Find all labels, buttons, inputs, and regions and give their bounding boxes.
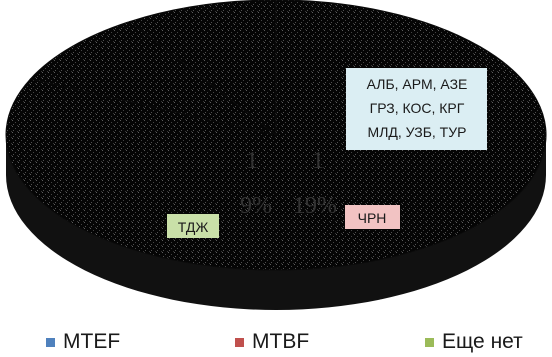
legend-swatch-mtbf [235, 337, 244, 347]
annotation-box-mtef [346, 68, 487, 150]
legend-label-mtef: MTEF [63, 330, 121, 353]
pie-slices [5, 0, 547, 271]
pie-slice-еще-нет [128, 0, 277, 137]
legend-swatch-eshche-net [425, 337, 434, 347]
pie-side-wall [6, 135, 546, 310]
legend-swatch-mtef [46, 337, 55, 347]
legend-item-eshche-net: Еще нет [425, 330, 523, 354]
percent-label-1: 19% [293, 193, 337, 219]
annotation-eshche-net: ТДЖ [178, 219, 209, 235]
annotation-mtbf: ЧРН [358, 210, 387, 226]
chart-legend: MTEF MTBF Еще нет [0, 330, 552, 357]
pie-chart: 19%119%АЛБ, АРМ, АЗЕ ГРЗ, КОС, КРГ МЛД, УЗ… [5, 0, 547, 310]
annotation-box-eshche-net [167, 214, 219, 238]
annotation-mtef: АЛБ, АРМ, АЗЕ ГРЗ, КОС, КРГ МЛД, УЗБ, ТУР [367, 76, 468, 140]
pie-slice-mtbf [29, 20, 277, 136]
pie-3d-body [6, 135, 546, 310]
value-label-1: 1 [312, 148, 324, 174]
legend-label-mtbf: MTBF [252, 330, 310, 353]
legend-item-mtef: MTEF [46, 330, 120, 354]
legend-label-eshche-net: Еще нет [442, 330, 523, 353]
annotation-box-mtbf [345, 205, 400, 229]
pie-labels: 19%119%АЛБ, АРМ, АЗЕ ГРЗ, КОС, КРГ МЛД, УЗ… [167, 68, 487, 238]
percent-label-0: 9% [240, 193, 272, 219]
value-label-0: 1 [246, 148, 258, 174]
legend-item-mtbf: MTBF [235, 330, 309, 354]
